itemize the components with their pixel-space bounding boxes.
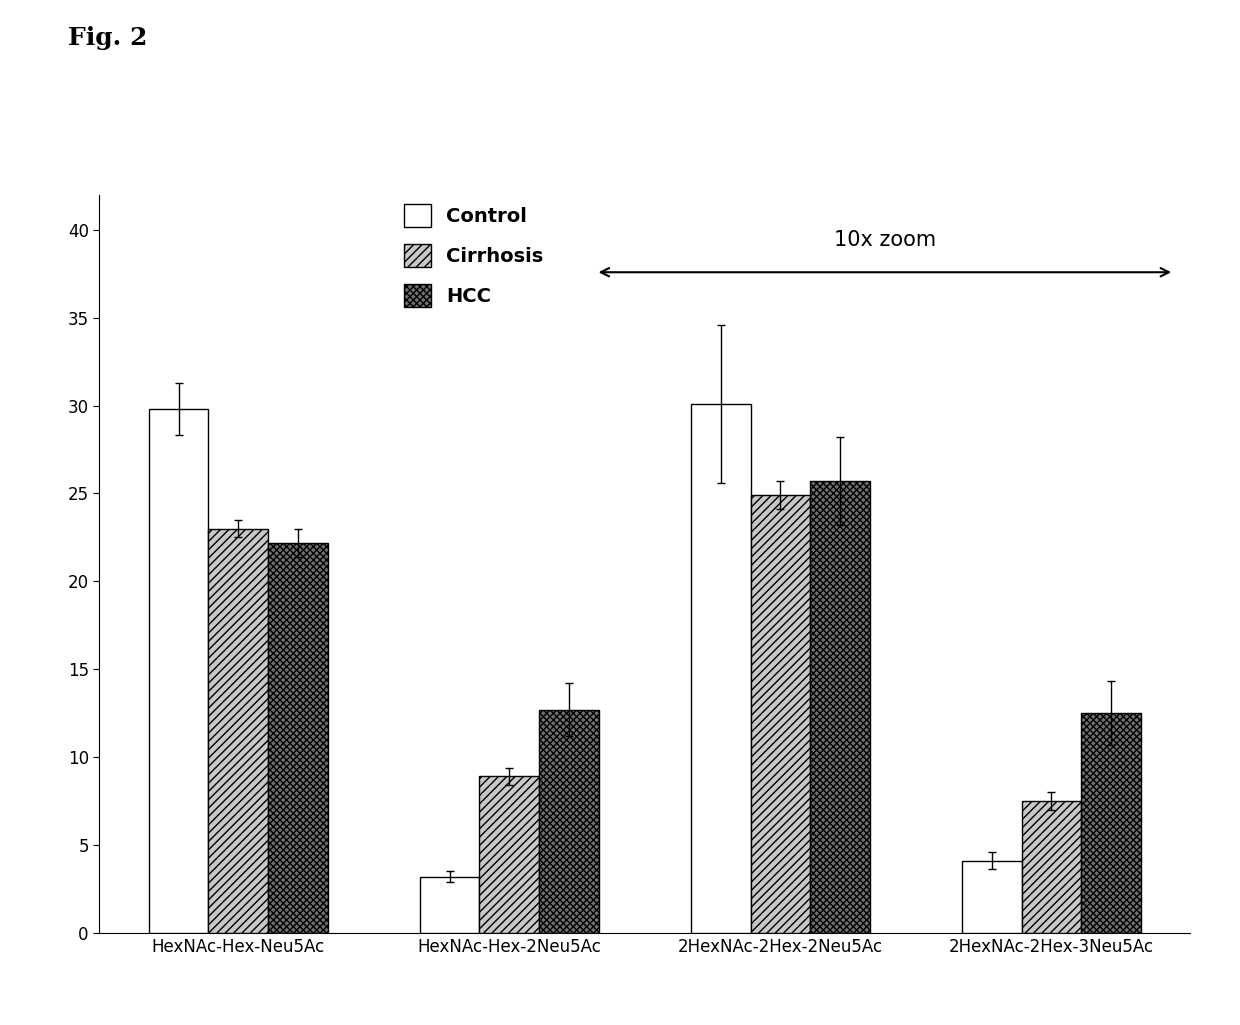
- Bar: [539, 709, 599, 933]
- Bar: [962, 861, 1022, 933]
- Bar: [420, 876, 480, 933]
- Bar: [208, 529, 268, 933]
- Text: Fig. 2: Fig. 2: [68, 26, 148, 49]
- Bar: [810, 481, 869, 933]
- Bar: [750, 495, 810, 933]
- Bar: [691, 404, 750, 933]
- Bar: [480, 776, 539, 933]
- Bar: [1022, 801, 1081, 933]
- Legend: Control, Cirrhosis, HCC: Control, Cirrhosis, HCC: [403, 204, 543, 306]
- Bar: [1081, 713, 1141, 933]
- Bar: [268, 542, 327, 933]
- Bar: [149, 409, 208, 933]
- Text: 10x zoom: 10x zoom: [833, 230, 936, 250]
